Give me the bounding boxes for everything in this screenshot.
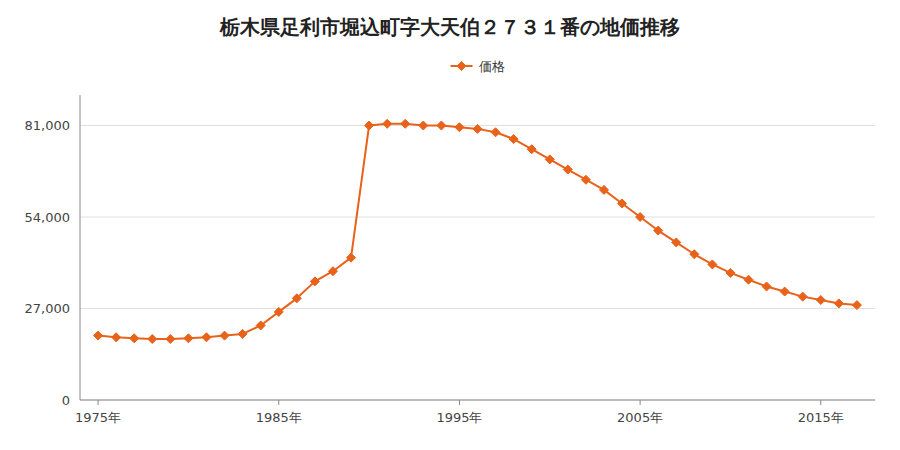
marker	[690, 250, 699, 259]
marker	[166, 335, 175, 344]
marker	[545, 155, 554, 164]
marker	[618, 199, 627, 208]
marker	[130, 334, 139, 343]
legend-label: 価格	[479, 59, 505, 74]
axes: 0 27,000 54,000 81,000 1975年 1985年 1995年 2005年 2…	[25, 95, 876, 425]
marker	[672, 238, 681, 247]
grid-line	[80, 400, 875, 401]
marker	[780, 287, 789, 296]
line	[98, 124, 857, 339]
marker	[202, 333, 211, 342]
marker	[527, 145, 536, 154]
x-tick	[820, 400, 821, 405]
marker	[599, 185, 608, 194]
x-tick	[459, 400, 460, 405]
marker	[365, 121, 374, 130]
marker	[636, 213, 645, 222]
y-tick-label: 27,000	[25, 301, 71, 316]
marker	[148, 335, 157, 344]
x-tick-label: 2005年	[617, 410, 663, 425]
marker	[708, 260, 717, 269]
marker	[347, 253, 356, 262]
y-tick-label: 54,000	[25, 210, 71, 225]
x-axis-line	[80, 400, 875, 401]
marker	[328, 267, 337, 276]
marker	[852, 301, 861, 310]
marker	[473, 124, 482, 133]
marker	[401, 119, 410, 128]
marker	[256, 321, 265, 330]
legend-item: 価格	[451, 59, 505, 74]
marker	[762, 282, 771, 291]
marker	[581, 175, 590, 184]
marker	[184, 334, 193, 343]
marker	[383, 119, 392, 128]
marker	[509, 135, 518, 144]
marker	[726, 268, 735, 277]
marker	[94, 331, 103, 340]
x-tick-label: 1995年	[436, 410, 482, 425]
grid	[80, 126, 875, 401]
marker	[292, 294, 301, 303]
marker	[654, 226, 663, 235]
chart: 栃木県足利市堀込町字大天伯２７３１番の地価推移 0 27,000 54,000 81,0…	[0, 0, 900, 450]
legend: 価格	[451, 59, 505, 74]
grid-line	[80, 308, 875, 309]
x-tick-label: 1975年	[75, 410, 121, 425]
marker	[563, 165, 572, 174]
marker	[798, 292, 807, 301]
grid-line	[80, 217, 875, 218]
x-tick-label: 2015年	[798, 410, 844, 425]
marker	[437, 121, 446, 130]
marker	[491, 128, 500, 137]
x-tick	[640, 400, 641, 405]
marker	[744, 275, 753, 284]
x-tick	[98, 400, 99, 405]
marker	[220, 331, 229, 340]
marker	[834, 299, 843, 308]
marker	[419, 121, 428, 130]
title: 栃木県足利市堀込町字大天伯２７３１番の地価推移	[219, 15, 680, 39]
y-tick-label: 0	[62, 393, 70, 408]
y-axis-line	[80, 95, 81, 400]
marker	[455, 123, 464, 132]
marker	[816, 296, 825, 305]
marker	[112, 333, 121, 342]
legend-marker	[457, 62, 466, 71]
x-tick	[278, 400, 279, 405]
marker	[310, 277, 319, 286]
plot-area	[94, 119, 862, 343]
marker	[274, 307, 283, 316]
y-tick-label: 81,000	[25, 118, 71, 133]
marker	[238, 329, 247, 338]
x-tick-label: 1985年	[256, 410, 302, 425]
